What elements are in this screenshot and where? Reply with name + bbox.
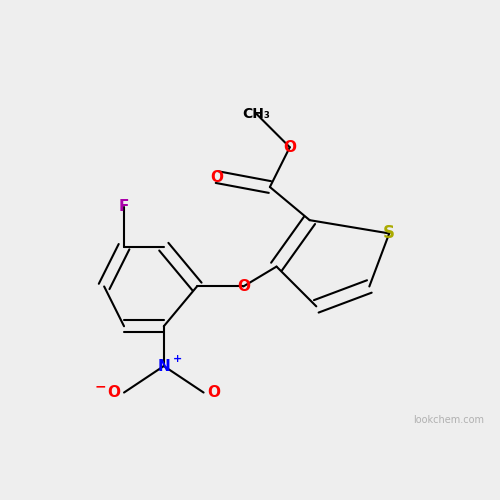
Text: F: F	[119, 200, 129, 214]
Text: O: O	[108, 385, 120, 400]
Text: lookchem.com: lookchem.com	[412, 415, 484, 425]
Text: +: +	[172, 354, 182, 364]
Text: CH₃: CH₃	[242, 107, 270, 121]
Text: N: N	[158, 358, 170, 374]
Text: O: O	[237, 279, 250, 294]
Text: O: O	[284, 140, 296, 154]
Text: O: O	[207, 385, 220, 400]
Text: S: S	[383, 224, 395, 242]
Text: O: O	[210, 170, 224, 184]
Text: −: −	[95, 379, 106, 393]
